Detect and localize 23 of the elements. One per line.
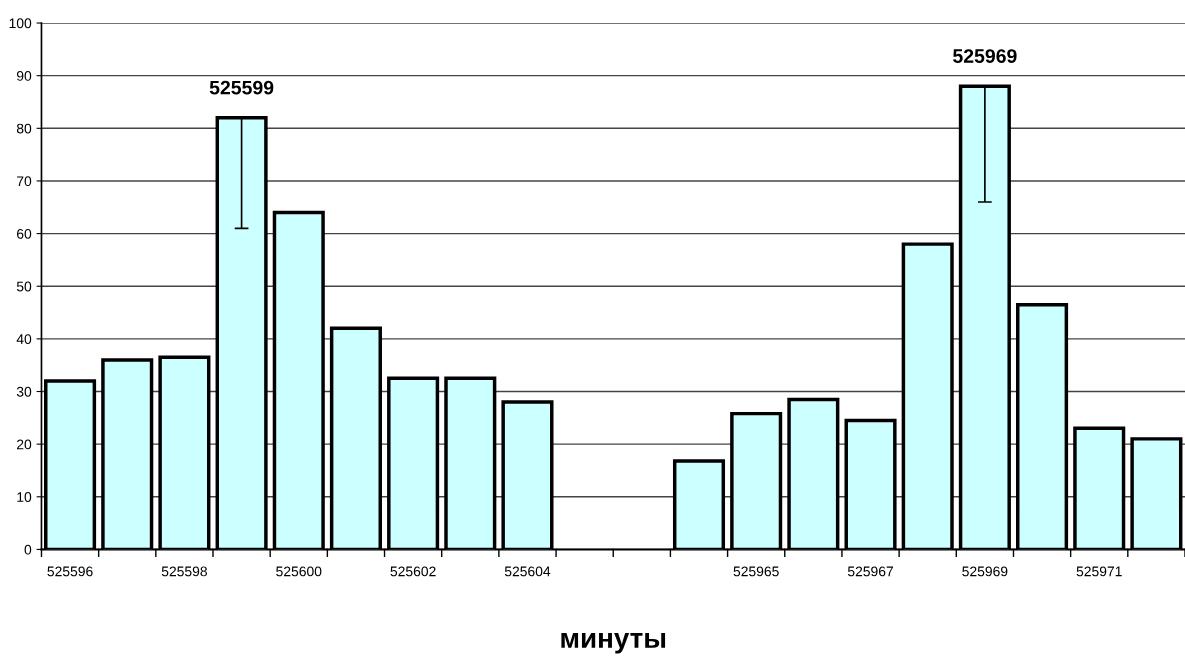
x-tick-label: 525600 <box>276 566 322 577</box>
y-tick-label: 50 <box>16 281 32 292</box>
y-tick-label: 80 <box>16 123 32 134</box>
y-tick-label: 100 <box>9 18 32 29</box>
x-tick-label: 525598 <box>161 566 207 577</box>
x-tick-label: 525604 <box>504 566 551 577</box>
annotation: 525969 <box>953 49 1017 63</box>
y-tick-label: 10 <box>17 492 32 502</box>
y-tick-label: 40 <box>16 334 32 345</box>
y-tick-label: 60 <box>17 228 32 239</box>
x-tick-label: 525967 <box>847 566 894 577</box>
annotation: 525599 <box>209 80 274 95</box>
x-tick-label: 525602 <box>390 566 436 577</box>
y-tick-label: 90 <box>16 71 32 81</box>
y-tick-label: 20 <box>17 439 32 450</box>
y-tick-label: 0 <box>24 544 32 555</box>
x-tick-label: 525971 <box>1076 566 1122 577</box>
y-tick-label: 30 <box>16 386 32 397</box>
y-tick-label: 70 <box>17 176 32 187</box>
x-tick-label: 525969 <box>962 566 1008 577</box>
x-tick-label: 525596 <box>47 566 93 577</box>
x-axis-title: минуты <box>561 633 666 654</box>
x-tick-label: 525965 <box>733 566 779 577</box>
